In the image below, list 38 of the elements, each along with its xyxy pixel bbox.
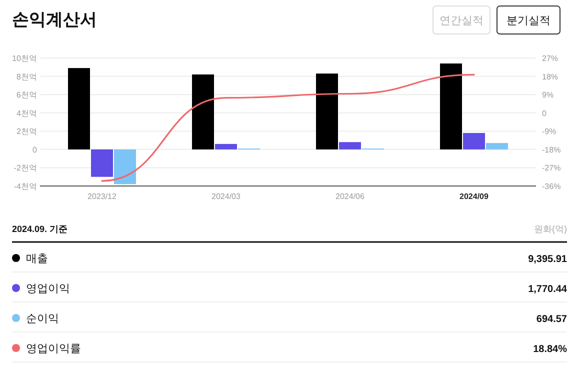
legend-item: 매출 — [12, 253, 48, 265]
legend-item: 영업이익률 — [12, 343, 81, 355]
y2-tick-label: 9% — [542, 90, 554, 100]
legend-item: 순이익 — [12, 313, 59, 325]
text: 1,770.44 — [528, 284, 568, 295]
text: 원화(억) — [534, 224, 567, 234]
legend-label: 영업이익률 — [26, 343, 81, 355]
y2-tick-label: 27% — [542, 54, 558, 63]
legend-label: 순이익 — [26, 313, 59, 325]
x-tick-label: 2024/06 — [336, 192, 366, 201]
y-tick-label: -4천억 — [14, 182, 37, 191]
x-tick-label: 2024/09 — [460, 192, 490, 201]
legend-label: 매출 — [26, 253, 48, 265]
plot: 10천억 8천억 6천억 4천억 2천억 0 -2천억 -4천억 27% 18% 9% 0 -9% -18% -27% -36% 2023/12 2024/03 2024/06 2024/09 — [12, 54, 561, 201]
text: 18.84% — [533, 344, 568, 355]
text: 694.57 — [536, 314, 568, 325]
y2-tick-label: 0 — [542, 108, 547, 118]
y-tick-label: 8천억 — [16, 72, 37, 82]
y-tick-label: 4천억 — [16, 108, 37, 118]
text: 2024.09. 기준 — [12, 224, 68, 234]
y2-tick-label: -27% — [542, 164, 561, 173]
text: 9,395.91 — [528, 254, 568, 265]
text: 연간실적 — [440, 15, 484, 27]
y-tick-label: 6천억 — [16, 90, 37, 100]
legend-item: 영업이익 — [12, 283, 70, 295]
x-tick-label: 2023/12 — [88, 192, 118, 201]
y-tick-label: 10천억 — [12, 54, 37, 63]
legend-label: 영업이익 — [26, 283, 70, 295]
y2-tick-label: -9% — [542, 127, 556, 136]
title: 손익계산서 — [12, 10, 97, 29]
y-tick-label: 2천억 — [16, 127, 37, 136]
x-tick-label: 2024/03 — [212, 192, 242, 201]
y-tick-label: 0 — [32, 145, 38, 154]
y-tick-label: -2천억 — [14, 164, 37, 173]
y2-tick-label: 18% — [542, 72, 558, 82]
text: 분기실적 — [506, 15, 550, 27]
y2-tick-label: -36% — [542, 182, 561, 191]
y2-tick-label: -18% — [542, 145, 561, 154]
